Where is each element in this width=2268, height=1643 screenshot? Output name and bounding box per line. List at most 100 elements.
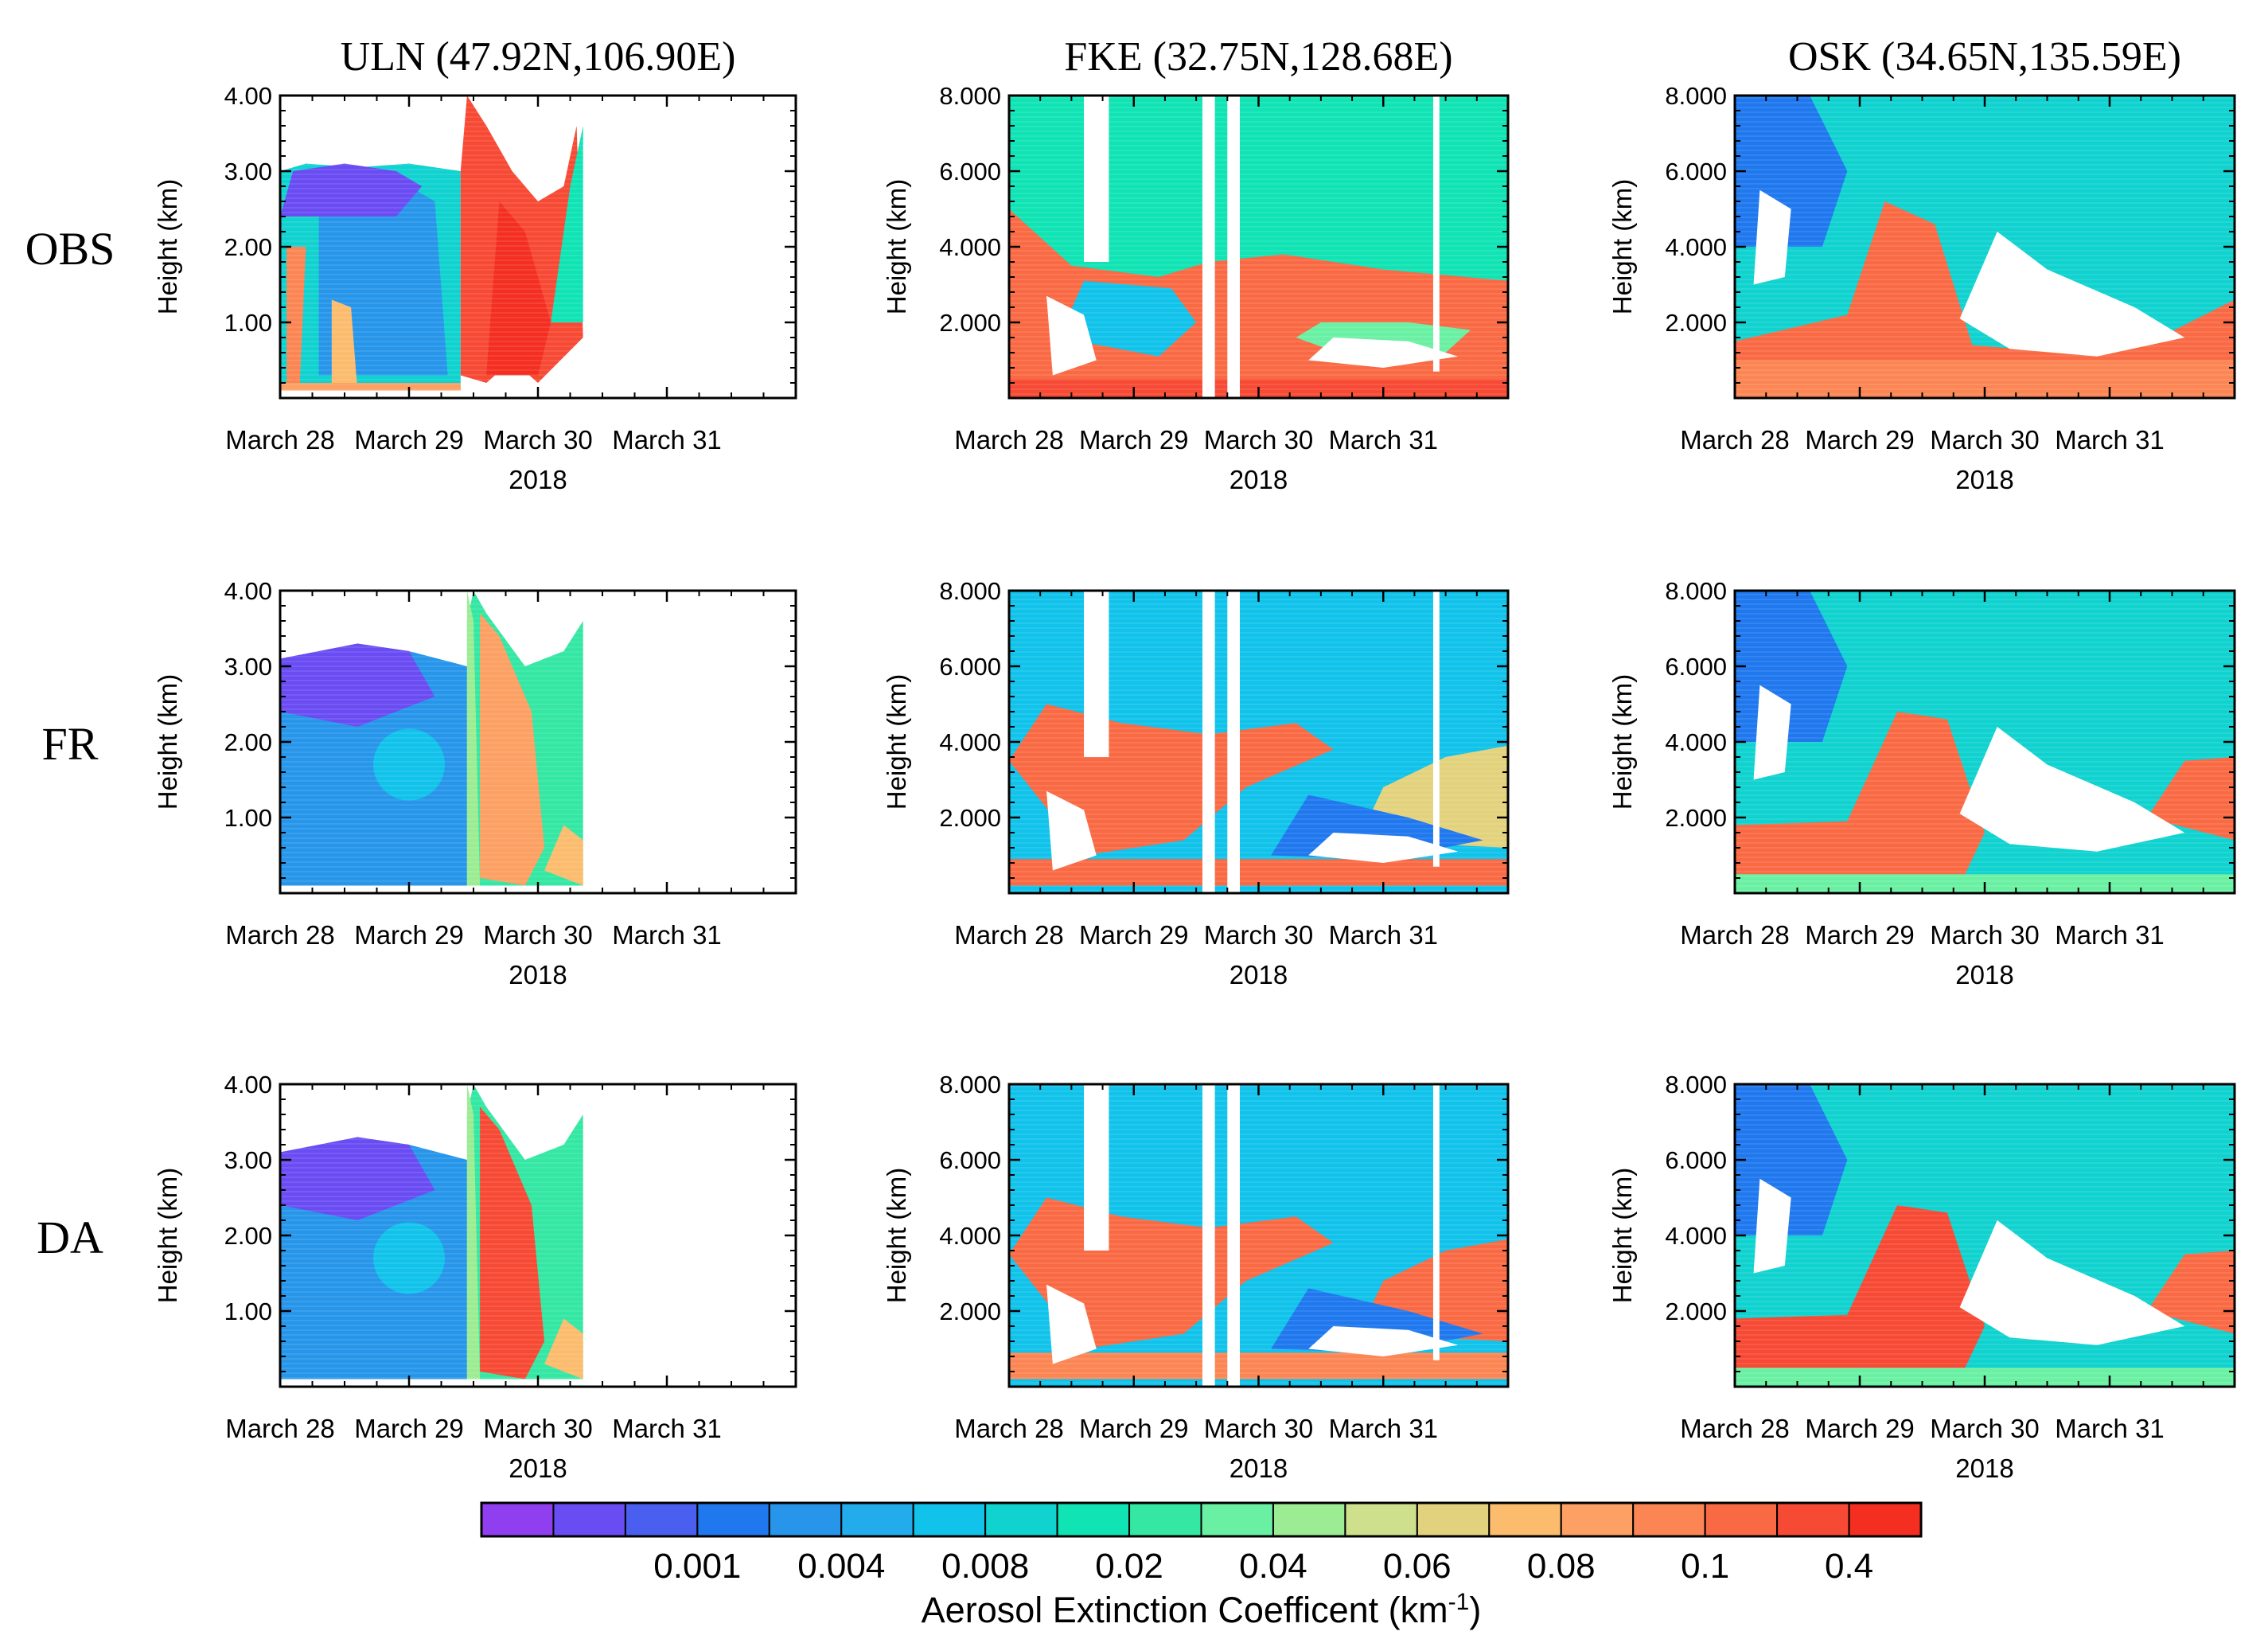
x-tick-label: March 30	[1204, 920, 1314, 950]
panel-fke-da: 8.000 6.000 4.000 2.000 March 28 March 29 Marc…	[882, 1071, 1510, 1483]
row-labels: OBS FR DA	[25, 223, 115, 1263]
colorbar-swatch	[984, 1502, 1058, 1537]
y-tick-label: 8.000	[939, 1071, 1001, 1099]
y-tick-label: 8.000	[939, 577, 1001, 605]
heatmap-field	[280, 591, 796, 893]
scan-lines	[1009, 1084, 1508, 1387]
colorbar-label: 0.008	[941, 1547, 1029, 1586]
y-tick-label: 4.00	[224, 82, 272, 110]
year-label: 2018	[509, 1454, 567, 1483]
x-tick-label: March 29	[354, 425, 464, 455]
panels: 4.00 3.00 2.00 1.00 March 28 March 29 March 30…	[153, 34, 2236, 1483]
panel-uln-da: 4.00 3.00 2.00 1.00 March 28 March 29 March 30…	[153, 1071, 797, 1483]
colorbar-swatch	[1128, 1502, 1202, 1537]
y-tick-label: 4.000	[1665, 1222, 1727, 1250]
x-tick-label: March 29	[1079, 1414, 1189, 1443]
x-tick-label: March 31	[1328, 920, 1438, 950]
heatmap-field	[1735, 96, 2235, 398]
y-tick-label: 3.00	[224, 653, 272, 681]
y-tick-label: 6.000	[939, 653, 1001, 681]
panel-osk-obs: 8.000 6.000 4.000 2.000 March 28 March 29 Marc…	[1607, 34, 2236, 494]
colorbar-swatch	[912, 1502, 987, 1537]
x-tick-label: March 28	[954, 425, 1064, 455]
y-tick-label: 4.000	[939, 1222, 1001, 1250]
colorbar-swatch	[1056, 1502, 1131, 1537]
year-label: 2018	[1955, 465, 2013, 494]
y-tick-label: 6.000	[1665, 1146, 1727, 1174]
year-label: 2018	[509, 960, 567, 989]
y-tick-label: 4.000	[1665, 233, 1727, 261]
scan-lines	[1735, 1084, 2235, 1387]
colorbar-swatch	[1200, 1502, 1274, 1537]
row-label-obs: OBS	[25, 223, 115, 275]
colorbar-label: 0.4	[1825, 1547, 1873, 1586]
panel-uln-fr: 4.00 3.00 2.00 1.00 March 28 March 29 March 30…	[153, 577, 797, 989]
y-tick-label: 6.000	[939, 158, 1001, 185]
x-tick-label: March 28	[954, 1414, 1064, 1443]
colorbar-title-end: )	[1469, 1590, 1481, 1630]
colorbar-label: 0.06	[1383, 1547, 1452, 1586]
y-axis-label: Height (km)	[882, 674, 911, 810]
colorbar-swatch	[1272, 1502, 1346, 1537]
y-tick-label: 8.000	[1665, 82, 1727, 110]
x-tick-label: March 30	[1930, 1414, 2040, 1443]
y-tick-label: 2.000	[939, 1298, 1001, 1325]
colorbar-swatch	[840, 1502, 914, 1537]
x-tick-label: March 28	[225, 425, 335, 455]
x-tick-label: March 31	[612, 920, 722, 950]
y-axis-label: Height (km)	[1607, 179, 1637, 315]
y-tick-label: 6.000	[1665, 158, 1727, 185]
y-tick-label: 1.00	[224, 1298, 272, 1325]
x-tick-label: March 30	[1204, 1414, 1314, 1443]
y-axis-label: Height (km)	[882, 179, 911, 315]
x-tick-label: March 28	[1680, 425, 1790, 455]
x-tick-label: March 31	[2055, 425, 2165, 455]
y-tick-label: 4.000	[939, 233, 1001, 261]
x-tick-label: March 30	[1930, 425, 2040, 455]
colorbar-title: Aerosol Extinction Coefficent (km-1)	[922, 1589, 1482, 1630]
heatmap-field	[280, 1084, 796, 1387]
y-tick-label: 2.00	[224, 728, 272, 756]
x-tick-label: March 31	[2055, 920, 2165, 950]
y-tick-label: 2.00	[224, 1222, 272, 1250]
y-tick-label: 2.000	[1665, 1298, 1727, 1325]
row-label-fr: FR	[42, 718, 99, 770]
y-tick-label: 8.000	[939, 82, 1001, 110]
x-tick-label: March 29	[1805, 920, 1915, 950]
y-tick-label: 2.000	[939, 804, 1001, 832]
y-tick-label: 2.000	[939, 309, 1001, 337]
scan-lines	[1009, 591, 1508, 893]
scan-lines	[280, 591, 796, 893]
heatmap-field	[1009, 1084, 1508, 1387]
x-tick-label: March 29	[354, 920, 464, 950]
x-tick-label: March 31	[612, 425, 722, 455]
scan-lines	[1735, 96, 2235, 398]
heatmap-field	[1009, 591, 1508, 893]
colorbar-title-sup: -1	[1448, 1589, 1470, 1615]
y-tick-label: 1.00	[224, 804, 272, 832]
panel-uln-obs: 4.00 3.00 2.00 1.00 March 28 March 29 March 30…	[153, 34, 797, 494]
colorbar-swatch	[1848, 1502, 1923, 1537]
heatmap-field	[1735, 591, 2235, 893]
year-label: 2018	[1955, 960, 2013, 989]
x-tick-label: March 30	[483, 425, 593, 455]
colorbar-swatch	[1560, 1502, 1635, 1537]
y-tick-label: 2.000	[1665, 309, 1727, 337]
colorbar-swatch	[481, 1502, 555, 1537]
panel-osk-fr: 8.000 6.000 4.000 2.000 March 28 March 29 Marc…	[1607, 577, 2236, 989]
y-tick-label: 8.000	[1665, 1071, 1727, 1099]
y-tick-label: 4.00	[224, 577, 272, 605]
colorbar-label: 0.001	[653, 1547, 741, 1586]
year-label: 2018	[1229, 1454, 1288, 1483]
colorbar-swatch	[1416, 1502, 1491, 1537]
y-axis-label: Height (km)	[153, 674, 182, 810]
scan-lines	[280, 1084, 796, 1387]
y-tick-label: 4.000	[939, 728, 1001, 756]
heatmap-field	[1009, 96, 1508, 398]
y-tick-label: 2.00	[224, 233, 272, 261]
row-label-da: DA	[37, 1212, 103, 1263]
y-axis-label: Height (km)	[1607, 1168, 1637, 1304]
y-axis-label: Height (km)	[153, 1168, 182, 1304]
colorbar-frame	[480, 1501, 1923, 1538]
station-title: ULN (47.92N,106.90E)	[341, 34, 736, 80]
